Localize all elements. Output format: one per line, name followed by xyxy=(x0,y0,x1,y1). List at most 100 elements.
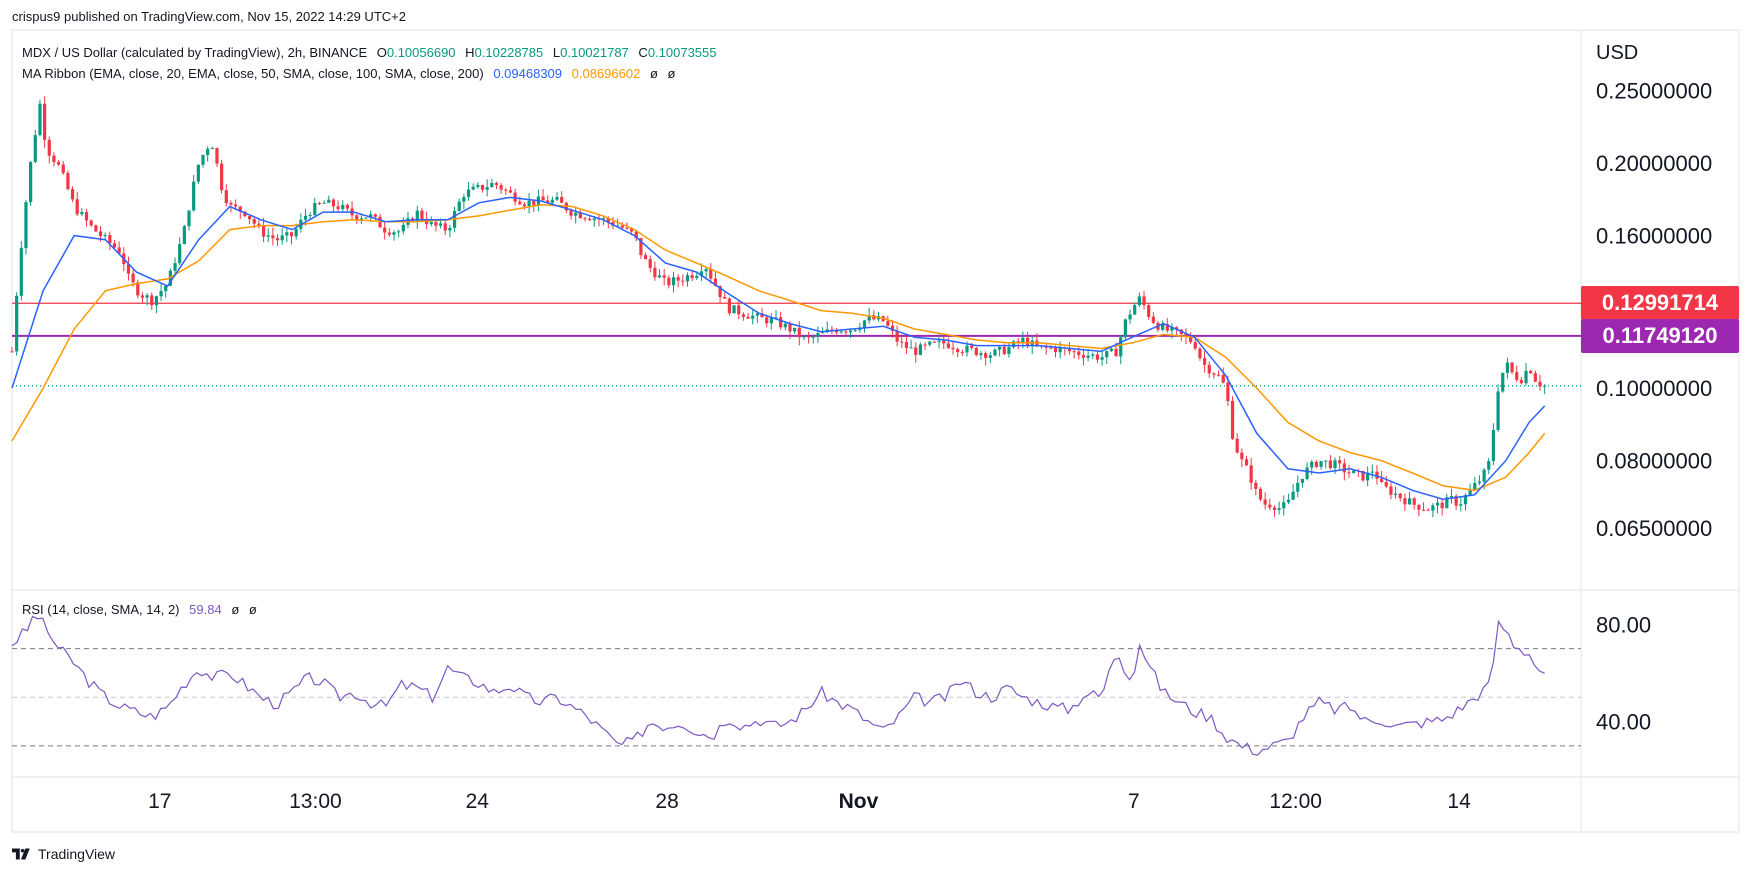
candle-body xyxy=(951,347,955,350)
candle-body xyxy=(182,226,186,245)
candle-body xyxy=(592,218,596,221)
candle-body xyxy=(1393,493,1398,495)
candle-body xyxy=(583,218,587,220)
candle-body xyxy=(1533,373,1537,382)
candle-body xyxy=(755,313,759,316)
candle-body xyxy=(47,139,51,156)
candle-body xyxy=(1161,323,1165,330)
candle-body xyxy=(187,210,191,227)
candle-body xyxy=(1216,374,1221,376)
candle-body xyxy=(690,275,694,279)
candle-body xyxy=(541,196,545,201)
candle-body xyxy=(154,296,159,306)
candle-body xyxy=(802,336,806,338)
candle-body xyxy=(462,197,466,202)
candle-body xyxy=(1025,337,1030,347)
symbol-name[interactable]: MDX / US Dollar (calculated by TradingVi… xyxy=(22,45,368,60)
candle-body xyxy=(643,255,648,260)
candle-body xyxy=(723,296,727,299)
candle-body xyxy=(43,103,47,140)
candle-body xyxy=(1519,379,1523,384)
candle-body xyxy=(602,218,606,220)
candle-body xyxy=(373,214,377,217)
candle-body xyxy=(1286,499,1291,503)
candle-body xyxy=(1366,472,1370,481)
candle-body xyxy=(616,225,620,227)
candle-body xyxy=(574,212,578,216)
candle-body xyxy=(788,323,792,332)
candle-body xyxy=(387,232,391,235)
candle-body xyxy=(1100,357,1104,360)
open-label: O xyxy=(376,45,387,60)
price-tick-label: 0.06500000 xyxy=(1596,516,1712,541)
currency-label[interactable]: USD xyxy=(1596,42,1639,64)
candle-body xyxy=(98,231,103,237)
candle-body xyxy=(24,202,28,249)
candle-body xyxy=(1105,350,1109,358)
candle-body xyxy=(1338,460,1342,464)
ema20-value: 0.09468309 xyxy=(493,66,563,81)
candle-body xyxy=(783,323,787,328)
candle-body xyxy=(243,211,247,217)
candle-body xyxy=(159,291,163,297)
candle-body xyxy=(970,345,974,348)
candle-body xyxy=(220,163,224,191)
candle-body xyxy=(257,223,261,226)
candle-body xyxy=(178,244,182,264)
candle-body xyxy=(685,275,690,282)
candle-body xyxy=(434,222,438,226)
time-tick-label: 13:00 xyxy=(289,790,342,813)
ma-ribbon-label[interactable]: MA Ribbon (EMA, close, 20, EMA, close, 5… xyxy=(22,66,484,81)
rsi-label[interactable]: RSI (14, close, SMA, 14, 2) xyxy=(22,602,180,617)
candle-body xyxy=(490,182,494,188)
candle-body xyxy=(173,263,177,271)
candle-body xyxy=(1184,333,1188,337)
candle-body xyxy=(928,341,932,345)
candle-body xyxy=(504,189,508,191)
candle-body xyxy=(1133,305,1137,315)
footer-brand[interactable]: TradingView xyxy=(12,846,115,862)
candle-body xyxy=(820,332,825,334)
candle-body xyxy=(1454,496,1458,506)
price-axis: 0.25000000 0.20000000 0.16000000 0.10000000… xyxy=(1596,79,1712,541)
candle-body xyxy=(1221,374,1225,383)
candle-body xyxy=(704,268,708,272)
candle-body xyxy=(942,340,946,344)
candle-body xyxy=(383,227,387,233)
candle-body xyxy=(1202,358,1207,365)
candle-body xyxy=(1501,372,1505,392)
candle-body xyxy=(192,181,196,211)
candle-body xyxy=(438,223,443,226)
candle-body xyxy=(1314,461,1318,467)
candle-body xyxy=(1543,385,1547,387)
candle-body xyxy=(634,231,638,238)
low-value: 0.10021787 xyxy=(560,45,629,60)
candle-body xyxy=(1291,491,1295,500)
candle-body xyxy=(80,212,84,215)
candle-body xyxy=(709,268,713,279)
sma200-value: ø xyxy=(667,66,676,81)
candle-body xyxy=(215,148,219,164)
candle-body xyxy=(369,214,373,218)
candle-body xyxy=(1510,362,1514,373)
candle-body xyxy=(862,320,867,328)
time-tick-label: 17 xyxy=(148,790,171,813)
candle-body xyxy=(1300,478,1305,483)
candle-body xyxy=(1319,461,1323,467)
high-label: H xyxy=(465,45,475,60)
candle-body xyxy=(75,199,79,215)
time-tick-label: Nov xyxy=(839,790,879,813)
candle-body xyxy=(774,317,778,319)
candle-body xyxy=(914,347,918,355)
candle-body xyxy=(84,212,89,221)
candle-body xyxy=(904,341,909,348)
candle-body xyxy=(145,295,149,298)
rsi-extra-value: ø xyxy=(248,602,257,617)
price-tick-label: 0.25000000 xyxy=(1596,79,1712,104)
footer-brand-label: TradingView xyxy=(38,846,116,862)
ema50-line xyxy=(11,203,1546,492)
candle-body xyxy=(359,218,363,220)
candle-body xyxy=(629,228,634,232)
candle-body xyxy=(974,347,978,355)
